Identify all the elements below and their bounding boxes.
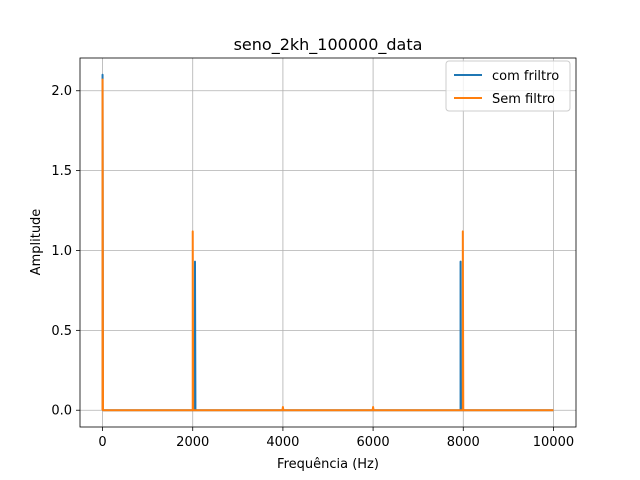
series-layer (101, 73, 554, 412)
x-tick-label: 4000 (266, 435, 299, 450)
legend-label-com-friltro: com friltro (492, 69, 559, 84)
legend: com friltro Sem filtro (445, 60, 571, 112)
x-tick-label: 2000 (176, 435, 209, 450)
x-tick-label: 10000 (533, 435, 574, 450)
x-axis-title: Frequência (Hz) (277, 457, 379, 472)
y-tick-label: 1.0 (51, 244, 72, 259)
chart-title: seno_2kh_100000_data (234, 35, 423, 55)
y-tick-label: 0.0 (51, 404, 72, 419)
y-axis-ticks: 0.0 0.5 1.0 1.5 2.0 (51, 84, 80, 419)
legend-label-sem-filtro: Sem filtro (492, 92, 555, 107)
y-tick-label: 0.5 (51, 324, 72, 339)
x-tick-label: 8000 (447, 435, 480, 450)
x-tick-label: 6000 (357, 435, 390, 450)
y-tick-label: 1.5 (51, 164, 72, 179)
x-tick-label: 0 (98, 435, 106, 450)
axes-frame (79, 57, 577, 428)
y-tick-label: 2.0 (51, 84, 72, 99)
series-line-1 (101, 78, 554, 412)
y-axis-title: Amplitude (29, 209, 44, 276)
x-axis-ticks: 0 2000 4000 6000 8000 10000 (98, 427, 574, 450)
